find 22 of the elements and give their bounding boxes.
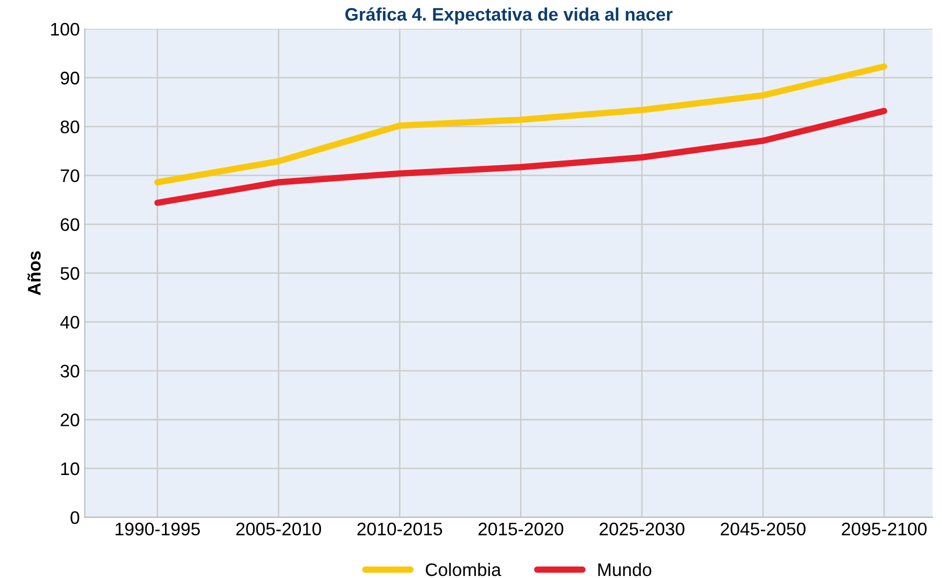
x-tick-label: 2095-2100 [842,522,927,536]
x-tick-label: 2025-2030 [600,522,684,536]
y-tick-label: 70 [60,169,80,182]
y-tick-label: 60 [60,218,80,231]
y-tick-label: 0 [70,511,80,524]
x-tick-label: 2045-2050 [720,522,806,536]
y-tick-label: 50 [60,267,80,280]
y-tick-label: 10 [61,462,80,476]
x-tick-label: 2015-2020 [478,522,564,536]
y-tick-label: 20 [60,414,80,426]
y-tick-label: 80 [60,120,80,134]
x-tick-label: 2010-2015 [357,522,442,536]
legend-label: Colombia [426,562,502,576]
y-tick-label: 30 [60,364,80,378]
y-axis-title: Años [27,251,41,296]
x-tick-label: 1990-1995 [116,522,200,536]
y-tick-label: 100 [51,22,80,36]
chart-title: Gráfica 4. Expectativa de vida al nacer [345,7,673,24]
y-tick-label: 40 [60,316,80,329]
y-tick-label: 90 [60,72,80,84]
x-tick-label: 2005-2010 [236,522,322,536]
legend-label: Mundo [598,562,652,576]
